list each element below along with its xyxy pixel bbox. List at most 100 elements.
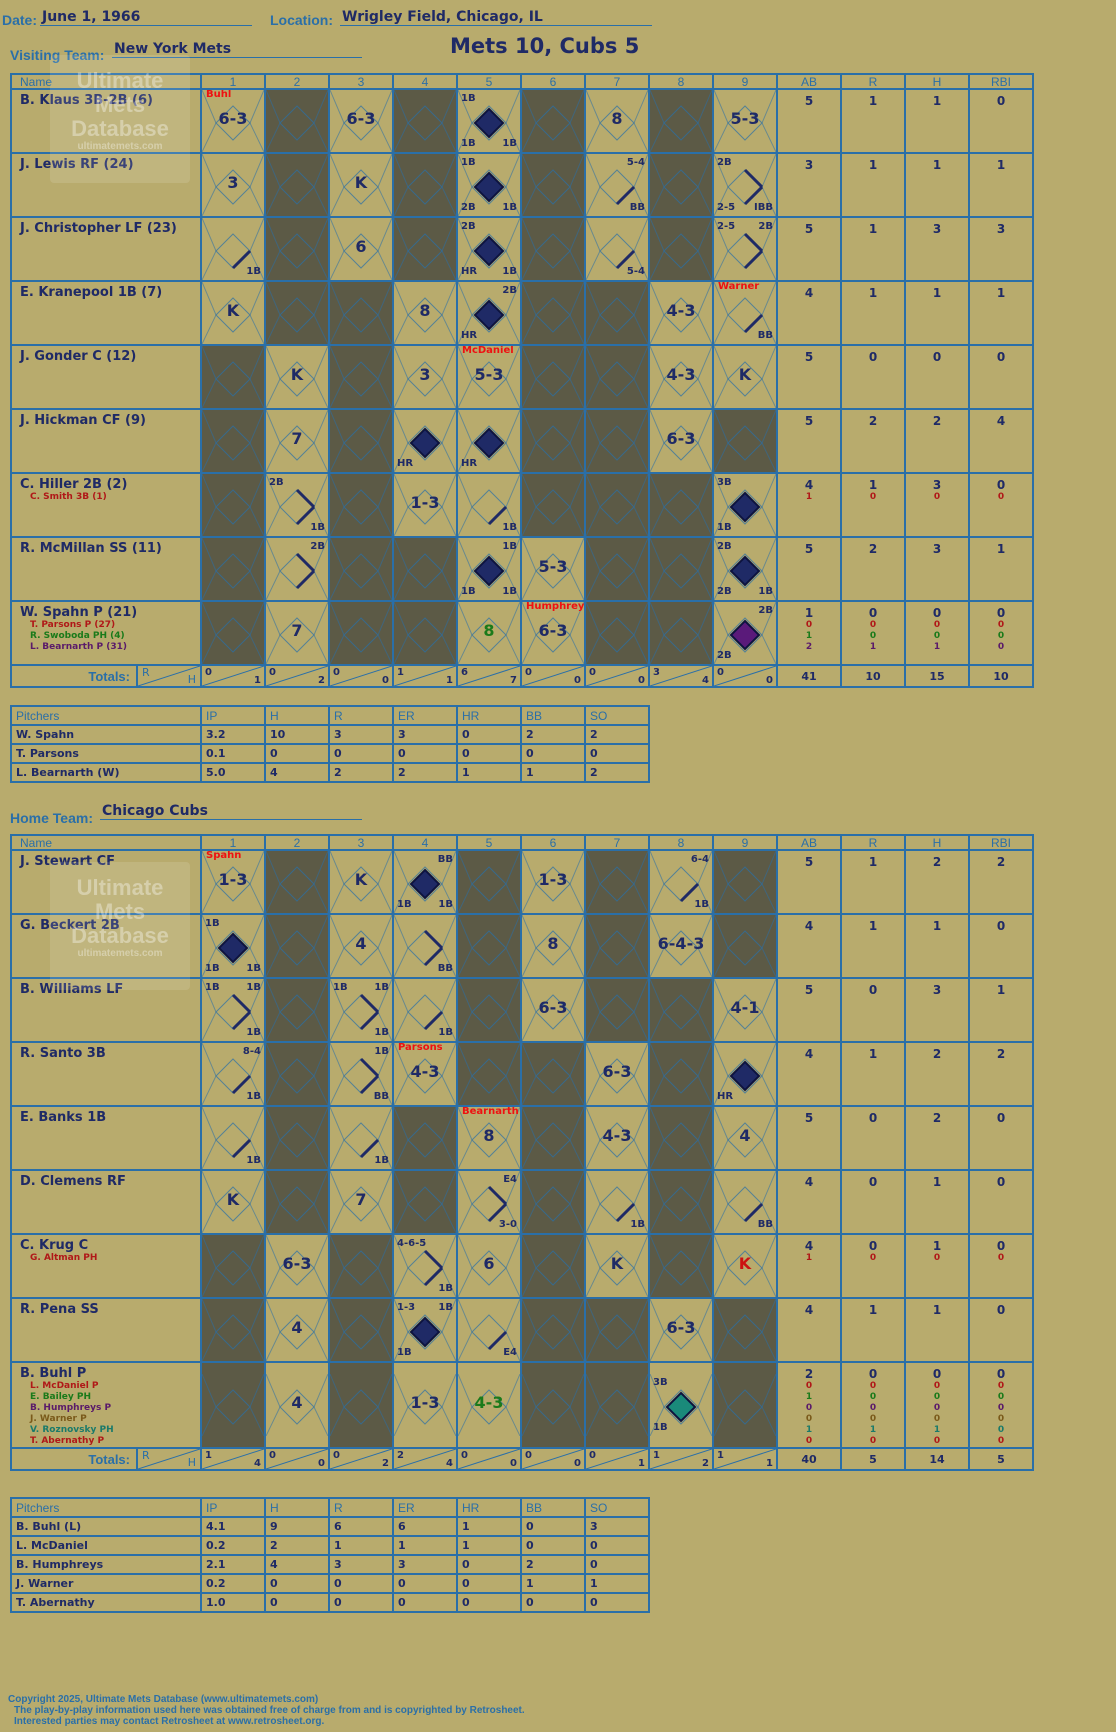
base-label: HR [717,1091,734,1102]
at-bat-cell [584,536,650,602]
inning-header: 8 [648,73,714,90]
batter-name: J. Lewis RF (24) [10,152,202,218]
run-scored-diamond [409,427,441,459]
batter-name: G. Beckert 2B [10,913,202,979]
at-bat-cell: 2B 1B [264,472,330,538]
substitute-stat: 0 [933,492,941,502]
pitcher-stat: L. Bearnarth (W) [10,762,202,783]
at-bat-cell: 5-3 [712,88,778,154]
at-bat-cell: 3 [392,344,458,410]
team-total-stat: 5 [968,1447,1034,1471]
substitute-name: L. Bearnarth P (31) [30,642,128,652]
run-scored-diamond [473,171,505,203]
batter-stat: 0 [840,1169,906,1235]
totals-label: Totals: [88,1452,130,1467]
batter-name: B. Buhl P L. McDaniel P E. Bailey PH B. Hum… [10,1361,202,1449]
base-label: 8-4 [242,1046,261,1057]
home-team-value: Chicago Cubs [100,803,362,820]
at-bat-cell: 5-3 [520,536,586,602]
base-path [359,1138,380,1159]
at-bat-cell: 1B 2B 1B [456,152,522,218]
run-scored-diamond [729,491,761,523]
base-path [231,993,252,1014]
base-path [423,1010,444,1031]
batter-row: B. Buhl P L. McDaniel P E. Bailey PH B. Hum… [10,1361,1034,1449]
pitcher-stat: L. McDaniel [10,1535,202,1556]
pitcher-stat: 3 [584,1516,650,1537]
batter-stat: 2 [904,1105,970,1171]
substitute-stat: 0 [933,1436,941,1446]
at-bat-cell [200,472,266,538]
base-path [231,1074,252,1095]
batter-stat: 1 [840,849,906,915]
batter-stat: 1 [840,152,906,218]
at-bat-cell [584,280,650,346]
pitcher-stat: 1 [520,762,586,783]
at-bat-cell: 1B [328,1105,394,1171]
pitcher-stat-header: ER [392,1497,458,1518]
play-result: 4-3 [666,365,696,384]
pitcher-stat-header: R [328,1497,394,1518]
play-result: 4-3 [602,1126,632,1145]
batter-row: D. Clemens RF K 7 E4 3-0 1B BB 4 0 1 0 [10,1169,1034,1235]
pitcher-stat: 0 [584,1554,650,1575]
pitcher-stat: T. Abernathy [10,1592,202,1613]
substitute-stat: 1 [869,642,877,652]
inning-header: 5 [456,73,522,90]
batter-stat: 1 [840,280,906,346]
batter-stat: 0 [840,344,906,410]
at-bat-cell: 4 [712,1105,778,1171]
at-bat-cell: BB [712,1169,778,1235]
at-bat-cell [712,408,778,474]
at-bat-cell [520,1105,586,1171]
play-result: K [226,301,240,320]
at-bat-cell [200,1361,266,1449]
base-label: 1B [438,1302,453,1313]
batter-stat: 3 [904,977,970,1043]
batter-stat: 1 [904,1297,970,1363]
substitute-stat: 0 [869,631,877,641]
pitching-change-note: Warner [718,281,760,292]
at-bat-cell: HR [392,408,458,474]
at-bat-cell [392,1105,458,1171]
play-result: 8 [611,109,623,128]
play-result: K [354,870,368,889]
base-path [487,1330,508,1351]
base-label: 1B [758,586,773,597]
inning-header: 1 [200,834,266,851]
substitute-stat: 2 [805,642,813,652]
pitcher-stat: 0 [520,1592,586,1613]
at-bat-cell [648,1041,714,1107]
play-result: 5-3 [538,557,568,576]
stat-header: R [840,73,906,90]
at-bat-cell [456,977,522,1043]
pitcher-stat: 1 [392,1535,458,1556]
footer: Copyright 2025, Ultimate Mets Database (… [8,1694,525,1727]
batter-stat: 1 [840,216,906,282]
base-label: HR [461,458,478,469]
home-scorecard: Name 1 2 3 4 5 6 7 8 9 AB R H RBI J. Stewart CF Spahn 1-… [10,834,1034,1471]
substitute-stat: 0 [997,492,1005,502]
batter-row: W. Spahn P (21) T. Parsons P (27) R. Swobo… [10,600,1034,666]
at-bat-cell: Warner BB [712,280,778,346]
base-label: BB [757,1219,773,1230]
inning-header: 9 [712,834,778,851]
batter-stat: 3 [904,536,970,602]
visiting-team-value: New York Mets [112,41,362,58]
pitcher-stat: 0 [456,1554,522,1575]
at-bat-cell: K [328,849,394,915]
substitute-stat: 1 [805,1392,813,1402]
substitute-stat: 0 [869,1403,877,1413]
base-path [359,1074,380,1095]
batter-stat: 1 [968,280,1034,346]
at-bat-cell: Parsons 4-3 [392,1041,458,1107]
pitcher-stat: 3 [328,1554,394,1575]
base-path [743,1202,764,1223]
